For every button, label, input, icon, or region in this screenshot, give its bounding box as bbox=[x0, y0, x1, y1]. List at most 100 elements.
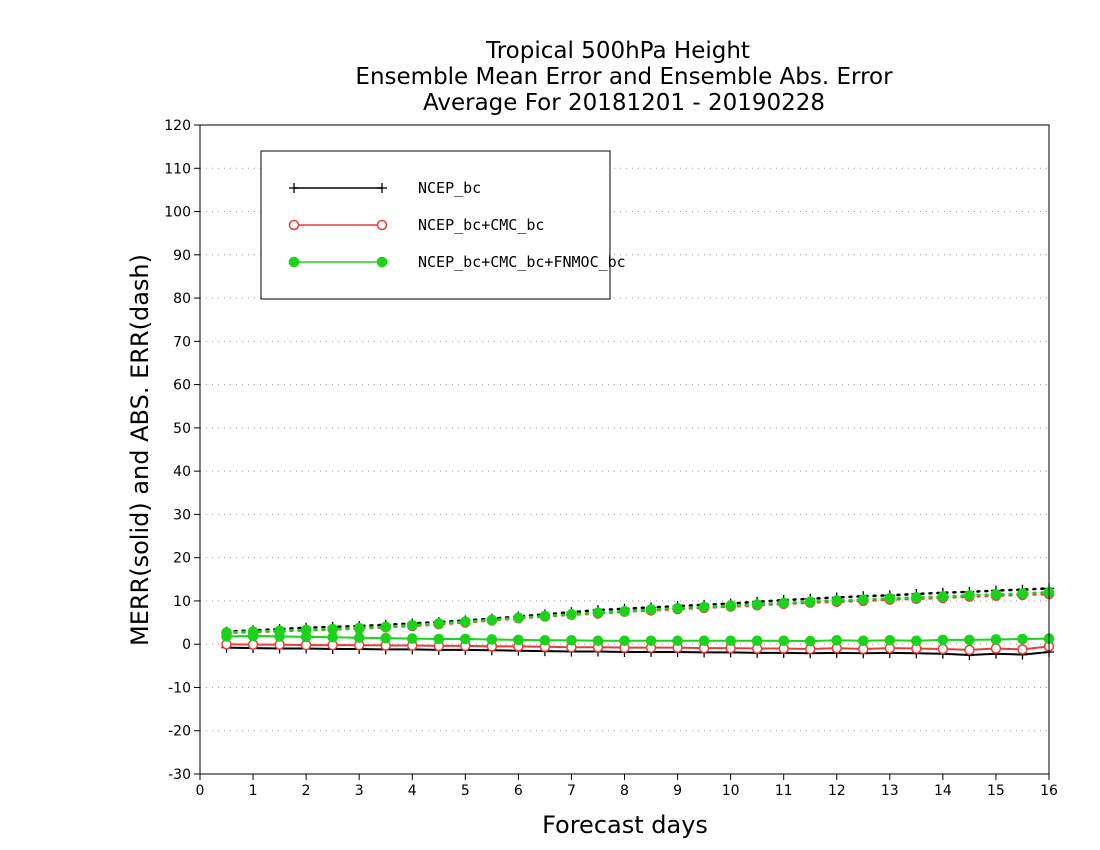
legend: NCEP_bc NCEP_bc+CMC_bc NCEP_bc+CMC_bc+FNMO… bbox=[260, 150, 626, 300]
data-point bbox=[645, 635, 657, 647]
series-layer bbox=[221, 583, 1055, 661]
data-point bbox=[937, 643, 949, 655]
data-point bbox=[288, 256, 300, 268]
data-point bbox=[672, 635, 683, 647]
data-point bbox=[804, 635, 816, 647]
x-tick-label: 10 bbox=[722, 783, 740, 799]
chart-title-line-2: Ensemble Mean Error and Ensemble Abs. Er… bbox=[355, 64, 893, 90]
legend-label: NCEP_bc+CMC_bc+FNMOC_bc bbox=[418, 253, 626, 271]
y-tick-label: 80 bbox=[173, 291, 191, 307]
data-point bbox=[751, 599, 763, 610]
y-tick-label: -10 bbox=[168, 680, 191, 696]
y-tick-label: -20 bbox=[168, 724, 191, 740]
data-point bbox=[857, 635, 869, 647]
data-point bbox=[911, 592, 922, 603]
data-point bbox=[376, 219, 388, 231]
x-tick-label: 7 bbox=[567, 783, 576, 799]
x-tick-label: 6 bbox=[514, 783, 523, 799]
data-point bbox=[831, 635, 843, 646]
data-point bbox=[274, 631, 285, 642]
x-tick-label: 12 bbox=[828, 783, 846, 799]
data-point bbox=[288, 219, 300, 231]
x-axis-title: Forecast days bbox=[542, 811, 708, 839]
data-point bbox=[460, 633, 471, 645]
data-point bbox=[964, 634, 975, 646]
data-point bbox=[566, 609, 577, 620]
data-point bbox=[911, 635, 922, 647]
x-tick-label: 9 bbox=[673, 783, 682, 799]
data-point bbox=[990, 589, 1002, 600]
data-point bbox=[592, 607, 604, 618]
data-point bbox=[380, 621, 392, 633]
data-point bbox=[221, 631, 232, 642]
y-tick-label: 50 bbox=[173, 421, 191, 437]
legend-item: NCEP_bc+CMC_bc+FNMOC_bc bbox=[288, 253, 626, 271]
data-point bbox=[884, 635, 896, 646]
y-tick-label: 90 bbox=[173, 248, 191, 264]
data-point bbox=[698, 635, 710, 647]
data-point bbox=[327, 631, 338, 643]
data-point bbox=[247, 639, 259, 650]
x-tick-label: 3 bbox=[355, 783, 364, 799]
x-tick-label: 16 bbox=[1040, 783, 1058, 799]
data-point bbox=[513, 634, 524, 646]
y-tick-label: 70 bbox=[173, 334, 191, 350]
data-point bbox=[486, 614, 498, 626]
data-point bbox=[672, 602, 683, 614]
x-tick-label: 2 bbox=[302, 783, 311, 799]
x-tick-label: 8 bbox=[620, 783, 629, 799]
y-tick-label: 40 bbox=[173, 464, 191, 480]
data-point bbox=[377, 183, 387, 193]
data-point bbox=[353, 632, 365, 644]
data-point bbox=[486, 634, 498, 645]
x-tick-label: 13 bbox=[881, 783, 899, 799]
data-point bbox=[353, 622, 365, 634]
data-point bbox=[990, 643, 1002, 654]
data-point bbox=[778, 597, 789, 609]
data-point bbox=[937, 634, 949, 646]
data-point bbox=[247, 630, 259, 642]
y-tick-label: 60 bbox=[173, 378, 191, 394]
data-point bbox=[433, 618, 445, 629]
data-point bbox=[964, 644, 975, 656]
data-point bbox=[513, 612, 524, 624]
x-tick-label: 15 bbox=[987, 783, 1005, 799]
data-point bbox=[990, 634, 1002, 645]
data-point bbox=[539, 610, 551, 622]
data-point bbox=[725, 600, 736, 611]
y-tick-label: 110 bbox=[164, 161, 191, 177]
y-axis-title: MERR(solid) and ABS. ERR(dash) bbox=[126, 254, 154, 646]
legend-label: NCEP_bc+CMC_bc bbox=[418, 216, 544, 234]
data-point bbox=[725, 635, 736, 647]
data-point bbox=[645, 604, 657, 615]
data-point bbox=[380, 632, 392, 644]
x-tick-label: 0 bbox=[196, 783, 205, 799]
data-point bbox=[300, 631, 312, 643]
y-axis-ticks: -30 -20 -10 0 10 20 30 40 50 60 70 80 90 100 110 120 bbox=[164, 118, 200, 783]
legend-label: NCEP_bc bbox=[418, 179, 481, 197]
data-point bbox=[778, 635, 789, 647]
data-point bbox=[804, 596, 816, 608]
plot-frame bbox=[199, 124, 1050, 775]
data-point bbox=[433, 633, 445, 645]
y-tick-label: 30 bbox=[173, 507, 191, 523]
y-tick-label: 100 bbox=[164, 205, 191, 221]
y-tick-label: 20 bbox=[173, 551, 191, 567]
x-tick-label: 14 bbox=[934, 783, 952, 799]
x-tick-label: 5 bbox=[461, 783, 470, 799]
data-point bbox=[619, 635, 630, 647]
x-tick-label: 11 bbox=[775, 783, 793, 799]
x-tick-label: 1 bbox=[249, 783, 258, 799]
legend-item: NCEP_bc+CMC_bc bbox=[288, 216, 544, 234]
data-point bbox=[539, 635, 551, 646]
data-point bbox=[1017, 644, 1028, 655]
data-point bbox=[406, 619, 418, 631]
data-point bbox=[1017, 633, 1028, 645]
chart-title-line-1: Tropical 500hPa Height bbox=[485, 38, 750, 64]
data-point bbox=[592, 635, 604, 647]
legend-item: NCEP_bc bbox=[289, 179, 481, 197]
y-tick-label: -30 bbox=[168, 767, 191, 783]
data-point bbox=[406, 633, 418, 644]
